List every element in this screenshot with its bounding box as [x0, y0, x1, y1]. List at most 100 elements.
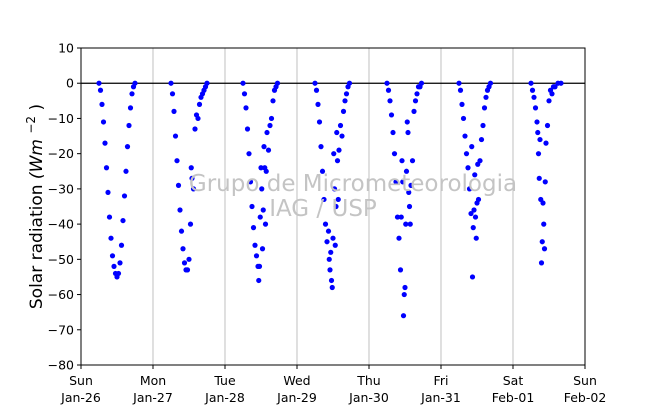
data-point [318, 144, 324, 150]
data-point [414, 91, 420, 97]
data-point [466, 186, 473, 192]
y-tick-label: −40 [48, 217, 74, 232]
data-point [195, 115, 201, 122]
x-axis-ticks: Sun Jan-26 Mon Jan-27 Tue Jan-28 Wed Jan-29 Thu J… [60, 365, 606, 405]
data-point [472, 214, 479, 220]
data-point [270, 98, 276, 104]
data-point [316, 119, 323, 125]
data-point [542, 179, 548, 185]
data-point [96, 80, 102, 86]
data-point [247, 179, 254, 185]
data-point [477, 158, 483, 164]
data-point [397, 267, 404, 273]
x-tick-day: Sat [503, 373, 524, 388]
data-point [192, 126, 198, 132]
data-point [409, 158, 416, 164]
data-point [343, 91, 350, 97]
data-point [388, 112, 395, 118]
data-point [124, 144, 131, 150]
data-point [412, 98, 419, 104]
x-tick-date: Jan-31 [420, 390, 461, 405]
data-point [384, 80, 390, 86]
data-point [539, 239, 545, 245]
data-point [478, 136, 485, 143]
data-point [346, 80, 353, 86]
data-point [535, 129, 541, 136]
data-point [100, 119, 107, 125]
data-point [326, 256, 332, 262]
x-tick-date: Jan-27 [132, 390, 173, 405]
data-point [460, 115, 467, 122]
data-point [244, 126, 251, 132]
x-tick-day: Thu [356, 373, 380, 388]
data-point [543, 140, 549, 146]
data-point [257, 214, 263, 220]
data-point [258, 165, 264, 171]
data-point [120, 217, 126, 224]
data-point [105, 189, 111, 196]
data-point [268, 115, 275, 122]
data-points [96, 80, 564, 319]
watermark: Grupo de Micrometeorologia IAG / USP [189, 171, 517, 222]
data-point [399, 158, 405, 164]
plot-frame [80, 47, 586, 366]
data-point [178, 228, 185, 234]
data-point [462, 133, 468, 139]
data-point [528, 80, 534, 86]
data-point [328, 277, 335, 284]
data-point [334, 129, 340, 136]
data-point [332, 242, 338, 248]
data-point [171, 108, 177, 114]
data-point [403, 221, 409, 227]
data-point [538, 260, 545, 266]
data-point [469, 144, 475, 150]
data-point [532, 105, 539, 111]
data-point [411, 108, 417, 114]
data-point [99, 101, 105, 107]
data-point [342, 98, 348, 104]
data-point [321, 196, 327, 203]
data-point [457, 87, 464, 93]
y-tick-label: −20 [48, 146, 74, 161]
data-point [483, 94, 489, 100]
data-point [407, 221, 413, 227]
data-point [181, 260, 188, 266]
y-tick-label: −10 [48, 111, 74, 126]
data-point [256, 277, 262, 284]
data-point [470, 225, 476, 231]
data-point [394, 214, 401, 220]
y-tick-label: −60 [48, 287, 74, 302]
data-point [246, 151, 252, 157]
x-tick-date: Jan-28 [204, 390, 245, 405]
data-point [549, 91, 555, 97]
data-point [312, 80, 318, 86]
data-point [402, 284, 408, 291]
data-point [339, 133, 345, 139]
y-axis-label: Solar radiation (Wm −2 ) [24, 104, 47, 309]
data-point [400, 313, 407, 319]
data-point [186, 256, 192, 262]
data-point [391, 151, 398, 157]
data-point [408, 182, 414, 188]
data-point [398, 214, 404, 220]
data-point [264, 129, 270, 136]
x-tick-day: Sun [573, 373, 597, 388]
data-point [537, 136, 543, 143]
data-point [406, 203, 413, 210]
data-point [256, 263, 263, 269]
data-point [261, 144, 267, 150]
y-tick-label: 10 [58, 41, 74, 56]
data-point [102, 140, 108, 146]
x-tick-date: Feb-01 [492, 390, 535, 405]
data-point [177, 207, 183, 213]
data-point [121, 193, 128, 199]
data-point [534, 119, 540, 125]
data-point [267, 122, 273, 129]
data-point [117, 260, 123, 266]
data-point [468, 210, 474, 217]
data-point [552, 84, 558, 90]
data-point [274, 80, 281, 86]
data-point [188, 165, 194, 171]
data-point [558, 80, 564, 86]
y-tick-label: 0 [66, 76, 74, 91]
